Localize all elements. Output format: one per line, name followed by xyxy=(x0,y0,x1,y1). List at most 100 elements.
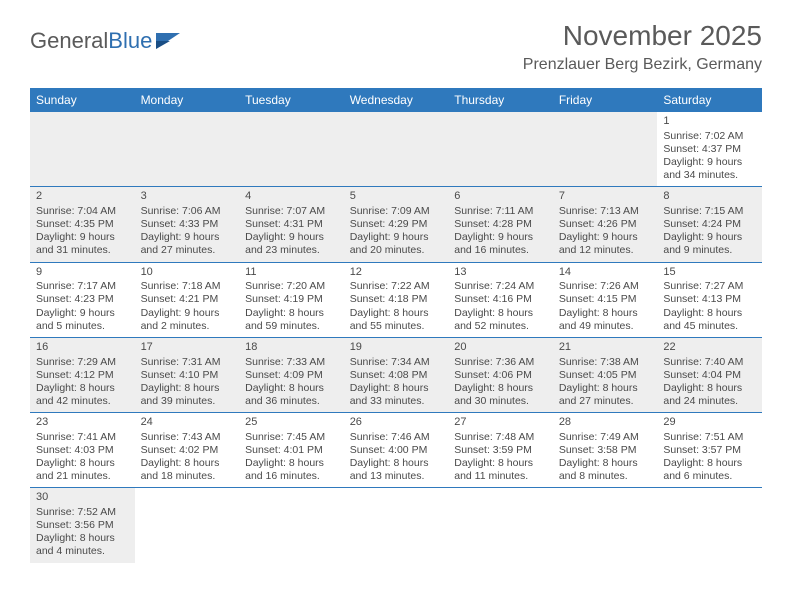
day-number: 4 xyxy=(245,190,338,204)
calendar-cell xyxy=(553,488,658,563)
calendar-row: 23Sunrise: 7:41 AMSunset: 4:03 PMDayligh… xyxy=(30,413,762,488)
sunset-text: Sunset: 3:57 PM xyxy=(663,444,756,457)
day-number: 25 xyxy=(245,416,338,430)
day-number: 12 xyxy=(350,266,443,280)
daylight-text: Daylight: 8 hours and 18 minutes. xyxy=(141,457,234,483)
daylight-text: Daylight: 8 hours and 30 minutes. xyxy=(454,382,547,408)
calendar-body: 1Sunrise: 7:02 AMSunset: 4:37 PMDaylight… xyxy=(30,112,762,563)
day-number: 11 xyxy=(245,266,338,280)
calendar-cell xyxy=(553,112,658,187)
daylight-text: Daylight: 9 hours and 34 minutes. xyxy=(663,156,756,182)
sunrise-text: Sunrise: 7:29 AM xyxy=(36,356,129,369)
sunrise-text: Sunrise: 7:38 AM xyxy=(559,356,652,369)
calendar-row: 1Sunrise: 7:02 AMSunset: 4:37 PMDaylight… xyxy=(30,112,762,187)
day-number: 7 xyxy=(559,190,652,204)
sunset-text: Sunset: 3:56 PM xyxy=(36,519,129,532)
daylight-text: Daylight: 8 hours and 13 minutes. xyxy=(350,457,443,483)
day-number: 19 xyxy=(350,341,443,355)
day-number: 26 xyxy=(350,416,443,430)
sunrise-text: Sunrise: 7:18 AM xyxy=(141,280,234,293)
daylight-text: Daylight: 9 hours and 27 minutes. xyxy=(141,231,234,257)
calendar-cell: 14Sunrise: 7:26 AMSunset: 4:15 PMDayligh… xyxy=(553,262,658,337)
day-header: Wednesday xyxy=(344,88,449,112)
day-number: 16 xyxy=(36,341,129,355)
day-number: 8 xyxy=(663,190,756,204)
calendar-head: SundayMondayTuesdayWednesdayThursdayFrid… xyxy=(30,88,762,112)
day-number: 18 xyxy=(245,341,338,355)
day-header: Saturday xyxy=(657,88,762,112)
sunset-text: Sunset: 4:28 PM xyxy=(454,218,547,231)
calendar-cell: 22Sunrise: 7:40 AMSunset: 4:04 PMDayligh… xyxy=(657,337,762,412)
calendar-row: 2Sunrise: 7:04 AMSunset: 4:35 PMDaylight… xyxy=(30,187,762,262)
sunset-text: Sunset: 4:08 PM xyxy=(350,369,443,382)
daylight-text: Daylight: 8 hours and 6 minutes. xyxy=(663,457,756,483)
day-number: 17 xyxy=(141,341,234,355)
sunset-text: Sunset: 4:00 PM xyxy=(350,444,443,457)
calendar-row: 9Sunrise: 7:17 AMSunset: 4:23 PMDaylight… xyxy=(30,262,762,337)
sunrise-text: Sunrise: 7:33 AM xyxy=(245,356,338,369)
daylight-text: Daylight: 8 hours and 8 minutes. xyxy=(559,457,652,483)
daylight-text: Daylight: 8 hours and 52 minutes. xyxy=(454,307,547,333)
day-number: 6 xyxy=(454,190,547,204)
sunrise-text: Sunrise: 7:48 AM xyxy=(454,431,547,444)
calendar-cell: 16Sunrise: 7:29 AMSunset: 4:12 PMDayligh… xyxy=(30,337,135,412)
day-number: 9 xyxy=(36,266,129,280)
sunset-text: Sunset: 4:05 PM xyxy=(559,369,652,382)
sunset-text: Sunset: 4:37 PM xyxy=(663,143,756,156)
day-number: 24 xyxy=(141,416,234,430)
sunset-text: Sunset: 4:24 PM xyxy=(663,218,756,231)
calendar-cell: 3Sunrise: 7:06 AMSunset: 4:33 PMDaylight… xyxy=(135,187,240,262)
sunset-text: Sunset: 4:01 PM xyxy=(245,444,338,457)
calendar-cell: 5Sunrise: 7:09 AMSunset: 4:29 PMDaylight… xyxy=(344,187,449,262)
sunrise-text: Sunrise: 7:49 AM xyxy=(559,431,652,444)
sunrise-text: Sunrise: 7:22 AM xyxy=(350,280,443,293)
sunrise-text: Sunrise: 7:41 AM xyxy=(36,431,129,444)
calendar-cell: 12Sunrise: 7:22 AMSunset: 4:18 PMDayligh… xyxy=(344,262,449,337)
day-header: Monday xyxy=(135,88,240,112)
sunrise-text: Sunrise: 7:04 AM xyxy=(36,205,129,218)
sunset-text: Sunset: 4:19 PM xyxy=(245,293,338,306)
day-header: Thursday xyxy=(448,88,553,112)
day-header: Tuesday xyxy=(239,88,344,112)
calendar-cell xyxy=(448,488,553,563)
calendar-cell xyxy=(344,112,449,187)
daylight-text: Daylight: 9 hours and 5 minutes. xyxy=(36,307,129,333)
sunrise-text: Sunrise: 7:20 AM xyxy=(245,280,338,293)
calendar-cell xyxy=(657,488,762,563)
calendar-cell xyxy=(30,112,135,187)
title-block: November 2025 Prenzlauer Berg Bezirk, Ge… xyxy=(523,20,762,74)
daylight-text: Daylight: 8 hours and 36 minutes. xyxy=(245,382,338,408)
sunrise-text: Sunrise: 7:13 AM xyxy=(559,205,652,218)
sunrise-text: Sunrise: 7:24 AM xyxy=(454,280,547,293)
daylight-text: Daylight: 8 hours and 39 minutes. xyxy=(141,382,234,408)
day-header: Friday xyxy=(553,88,658,112)
sunrise-text: Sunrise: 7:26 AM xyxy=(559,280,652,293)
sunrise-text: Sunrise: 7:15 AM xyxy=(663,205,756,218)
daylight-text: Daylight: 8 hours and 55 minutes. xyxy=(350,307,443,333)
sunset-text: Sunset: 4:06 PM xyxy=(454,369,547,382)
calendar-cell: 19Sunrise: 7:34 AMSunset: 4:08 PMDayligh… xyxy=(344,337,449,412)
month-title: November 2025 xyxy=(523,20,762,52)
day-number: 3 xyxy=(141,190,234,204)
sunrise-text: Sunrise: 7:07 AM xyxy=(245,205,338,218)
daylight-text: Daylight: 8 hours and 42 minutes. xyxy=(36,382,129,408)
day-number: 15 xyxy=(663,266,756,280)
daylight-text: Daylight: 9 hours and 9 minutes. xyxy=(663,231,756,257)
daylight-text: Daylight: 9 hours and 2 minutes. xyxy=(141,307,234,333)
calendar-cell: 20Sunrise: 7:36 AMSunset: 4:06 PMDayligh… xyxy=(448,337,553,412)
calendar-cell: 9Sunrise: 7:17 AMSunset: 4:23 PMDaylight… xyxy=(30,262,135,337)
day-of-week-row: SundayMondayTuesdayWednesdayThursdayFrid… xyxy=(30,88,762,112)
page-header: GeneralBlue November 2025 Prenzlauer Ber… xyxy=(0,0,792,82)
daylight-text: Daylight: 9 hours and 31 minutes. xyxy=(36,231,129,257)
day-number: 21 xyxy=(559,341,652,355)
sunrise-text: Sunrise: 7:27 AM xyxy=(663,280,756,293)
daylight-text: Daylight: 8 hours and 11 minutes. xyxy=(454,457,547,483)
sunrise-text: Sunrise: 7:36 AM xyxy=(454,356,547,369)
calendar-row: 16Sunrise: 7:29 AMSunset: 4:12 PMDayligh… xyxy=(30,337,762,412)
sunset-text: Sunset: 4:31 PM xyxy=(245,218,338,231)
daylight-text: Daylight: 8 hours and 33 minutes. xyxy=(350,382,443,408)
daylight-text: Daylight: 9 hours and 23 minutes. xyxy=(245,231,338,257)
day-number: 29 xyxy=(663,416,756,430)
calendar-cell xyxy=(344,488,449,563)
sunrise-text: Sunrise: 7:02 AM xyxy=(663,130,756,143)
